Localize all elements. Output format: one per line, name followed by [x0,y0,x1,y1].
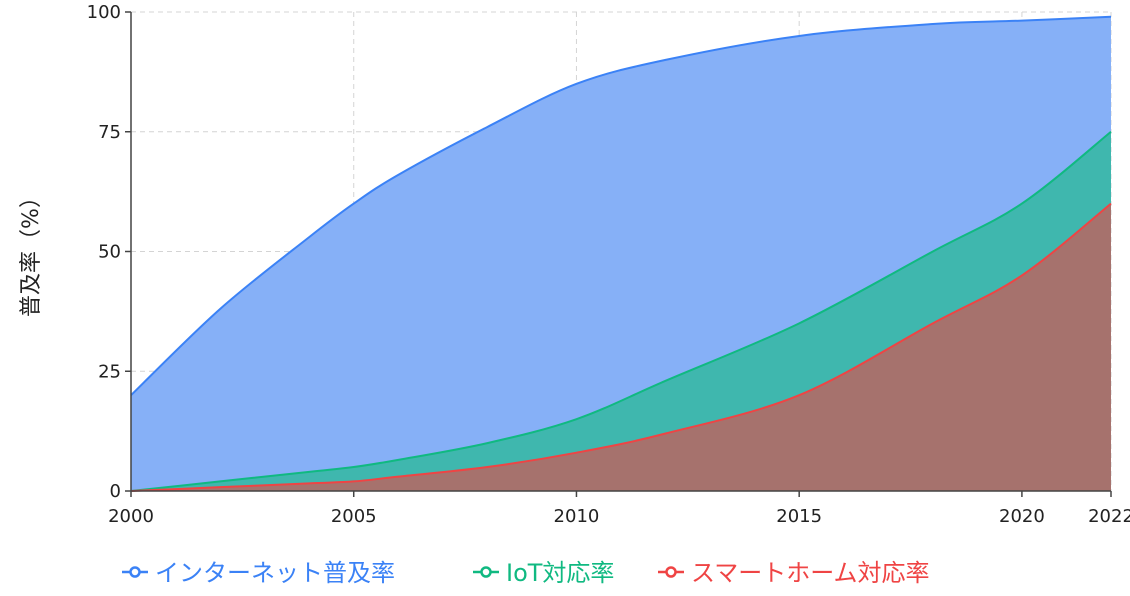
y-tick-label: 25 [98,361,121,382]
y-tick-label: 50 [98,242,121,263]
legend-item-3[interactable]: スマートホーム対応率 [658,559,930,587]
y-tick-label: 0 [110,481,121,502]
x-tick-label: 2015 [776,506,822,527]
y-tick-label: 75 [98,122,121,143]
legend-marker-icon [480,566,492,578]
legend-label: IoT対応率 [506,559,614,587]
legend: インターネット普及率 IoT対応率 スマートホーム対応率 [122,559,930,587]
series-areas [130,15,1112,492]
x-tick-label: 2000 [108,506,154,527]
series-line-1 [130,15,1112,396]
x-tick-label: 2005 [331,506,377,527]
x-tick-label: 2020 [999,506,1045,527]
y-axis-title: 普及率（%） [19,186,44,317]
tick-labels: 0 25 50 75 100 2000 2005 2010 2015 2020 2022 [87,2,1130,527]
series-area-3 [131,203,1111,491]
legend-item-2[interactable]: IoT対応率 [473,559,614,587]
x-tick-label: 2010 [554,506,600,527]
x-tick-label: 2022 [1088,506,1130,527]
legend-marker-icon [129,566,141,578]
legend-label: インターネット普及率 [155,559,395,587]
legend-item-1[interactable]: インターネット普及率 [122,559,395,587]
y-tick-label: 100 [87,2,121,23]
series-line-3 [130,202,1112,492]
series-line-2 [130,130,1112,492]
legend-marker-icon [665,566,677,578]
legend-label: スマートホーム対応率 [691,559,930,587]
